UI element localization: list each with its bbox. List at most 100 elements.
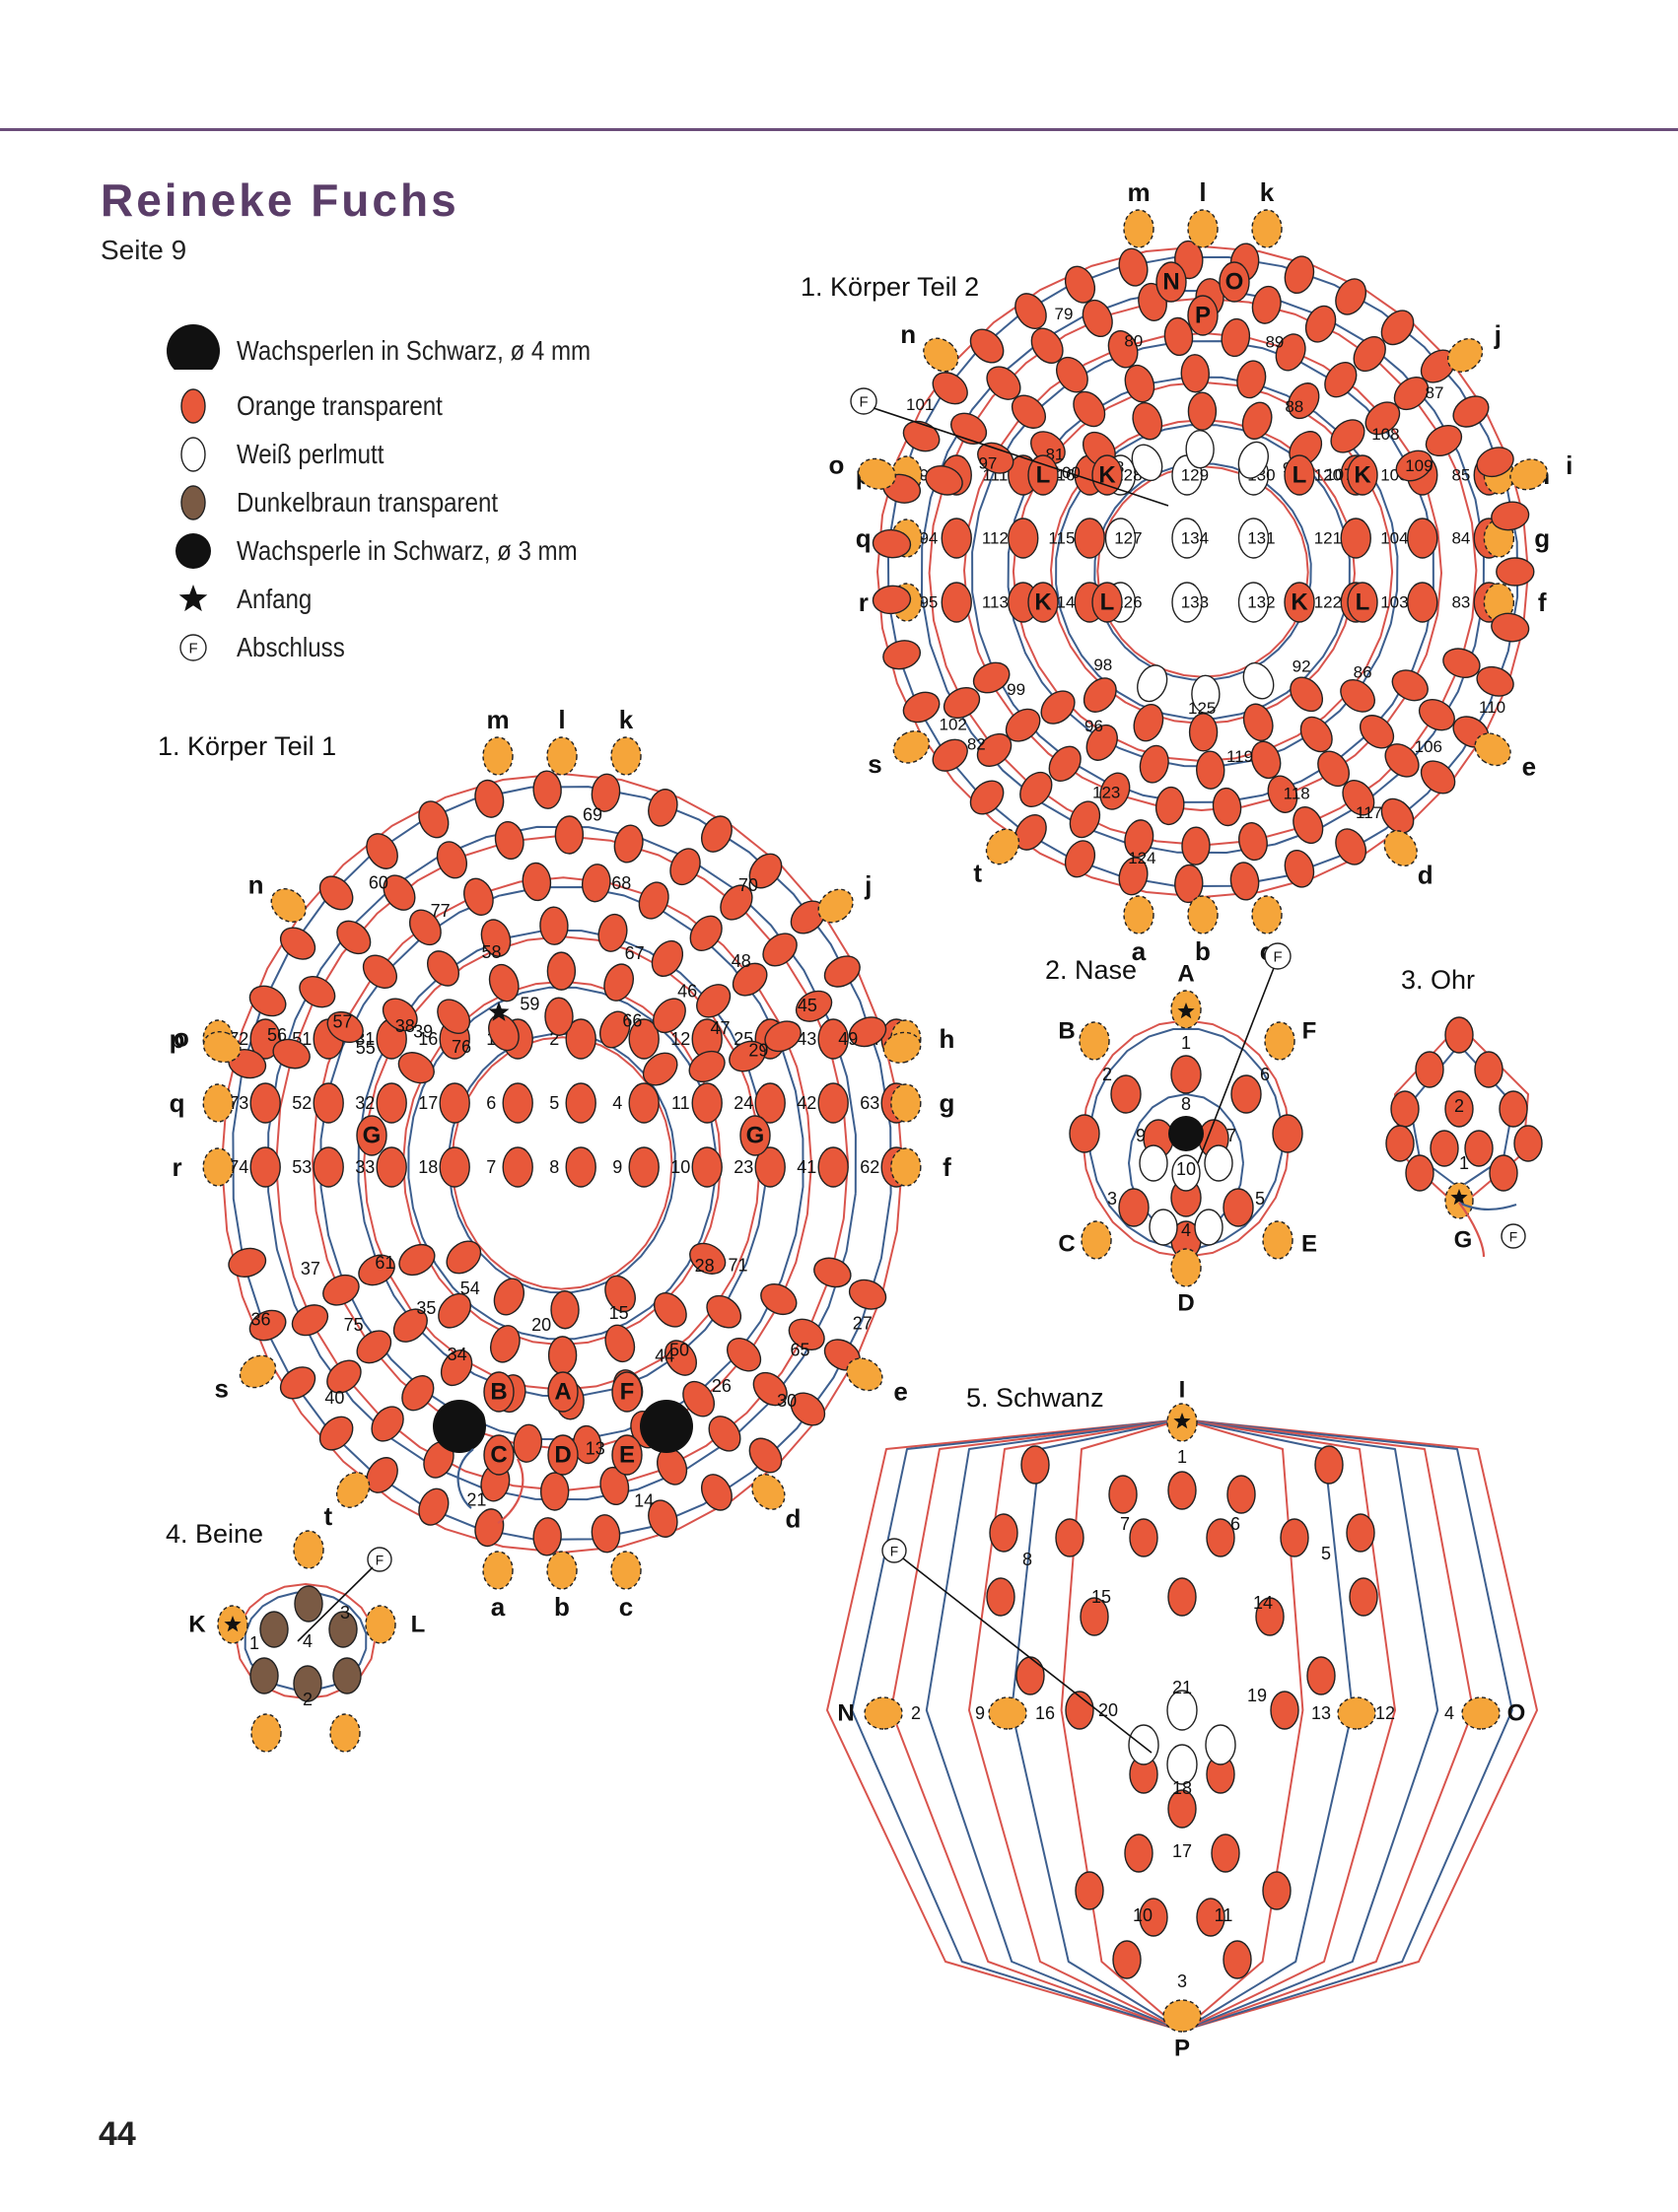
orange-bead bbox=[474, 779, 505, 818]
edge-letter: a bbox=[491, 1592, 506, 1622]
edge-letter: t bbox=[323, 1501, 332, 1531]
bead-number: 9 bbox=[1136, 1126, 1146, 1145]
bead-number: 112 bbox=[982, 529, 1009, 548]
orange-bead bbox=[1118, 1188, 1150, 1227]
orange-bead bbox=[689, 1242, 727, 1275]
orange-bead bbox=[591, 773, 621, 812]
star-icon bbox=[178, 585, 208, 612]
orange-bead bbox=[318, 875, 354, 911]
orange-bead bbox=[356, 1330, 392, 1364]
light-bead bbox=[1187, 895, 1219, 934]
orange-bead bbox=[1385, 1125, 1415, 1162]
edge-letter: h bbox=[939, 1024, 954, 1054]
bead-number: 3 bbox=[340, 1603, 350, 1623]
edge-letter: q bbox=[170, 1088, 185, 1118]
orange-bead bbox=[1083, 677, 1117, 713]
orange-bead bbox=[1188, 713, 1219, 752]
orange-bead bbox=[438, 1292, 472, 1329]
orange-bead bbox=[483, 1434, 515, 1476]
finish-circle bbox=[881, 1538, 907, 1563]
orange-bead bbox=[754, 1082, 786, 1124]
bead-number: 14 bbox=[1253, 1593, 1273, 1613]
white-bead bbox=[1237, 441, 1269, 479]
legend-label: Abschluss bbox=[237, 632, 345, 662]
section-title-schwanz: 5. Schwanz bbox=[966, 1383, 1104, 1413]
edge-letter: k bbox=[619, 705, 634, 734]
finish-marker-icon: F bbox=[1501, 1223, 1526, 1249]
bead-number: 123 bbox=[1092, 783, 1120, 801]
bead-number: 79 bbox=[1055, 305, 1074, 323]
bead-number: 124 bbox=[1128, 849, 1155, 867]
orange-bead bbox=[872, 528, 912, 559]
orange-bead bbox=[1107, 330, 1139, 369]
orange-bead bbox=[291, 1304, 329, 1337]
section-title-koerper2: 1. Körper Teil 2 bbox=[801, 272, 979, 302]
bead-number: 104 bbox=[1380, 529, 1408, 548]
orange-bead bbox=[628, 1018, 660, 1060]
bead-number: 2 bbox=[549, 1029, 559, 1049]
orange-bead bbox=[1476, 447, 1514, 478]
orange-bead bbox=[1132, 402, 1163, 441]
finish-marker-icon: F bbox=[179, 634, 207, 661]
bead-number: 119 bbox=[1226, 747, 1253, 766]
bead-letter: K bbox=[1098, 462, 1116, 489]
bead-number: 4 bbox=[1444, 1703, 1454, 1723]
edge-letter: q bbox=[856, 523, 872, 553]
white-bead bbox=[1194, 1209, 1224, 1246]
legend-label: Wachsperlen in Schwarz, ø 4 mm bbox=[237, 335, 592, 366]
orange-bead bbox=[1170, 1055, 1202, 1094]
orange-bead bbox=[628, 1082, 660, 1124]
orange-bead bbox=[1251, 285, 1282, 324]
bead-number: 63 bbox=[860, 1093, 879, 1113]
orange-bead bbox=[483, 1371, 515, 1413]
orange-bead bbox=[1349, 1577, 1378, 1617]
edge-letter: I bbox=[1179, 1377, 1186, 1404]
orange-bead bbox=[1452, 395, 1490, 428]
orange-bead bbox=[1027, 454, 1059, 496]
edge-letter: l bbox=[1199, 177, 1206, 207]
bead-number: 11 bbox=[671, 1093, 690, 1113]
light-bead bbox=[1383, 830, 1418, 867]
edge-letter: d bbox=[785, 1503, 801, 1533]
bead-number: 44 bbox=[655, 1347, 674, 1366]
light-bead bbox=[923, 337, 959, 373]
bead-number: 103 bbox=[1380, 593, 1408, 612]
orange-bead bbox=[371, 1406, 404, 1442]
orange-bead bbox=[1499, 1090, 1528, 1128]
orange-bead bbox=[902, 691, 941, 724]
bead-number: 102 bbox=[940, 716, 967, 734]
light-bead bbox=[1162, 1999, 1202, 2033]
bead-number: 26 bbox=[712, 1376, 732, 1396]
orange-bead bbox=[1330, 419, 1365, 453]
edge-letter: p bbox=[170, 1024, 185, 1054]
bead-letter: L bbox=[1356, 589, 1370, 616]
orange-bead bbox=[436, 841, 467, 879]
light-bead bbox=[293, 1530, 324, 1569]
orange-bead bbox=[550, 1290, 580, 1330]
legend-item: Weiß perlmutt bbox=[158, 431, 670, 479]
orange-bead bbox=[1124, 819, 1154, 859]
bead-number: 36 bbox=[250, 1310, 270, 1330]
orange-bead bbox=[591, 1514, 621, 1554]
orange-bead bbox=[437, 999, 471, 1034]
orange-bead bbox=[1496, 557, 1535, 587]
edge-letter: e bbox=[1522, 752, 1536, 782]
edge-letter: i bbox=[1566, 450, 1573, 480]
finish-letter: F bbox=[188, 641, 197, 657]
light-bead bbox=[1262, 1220, 1293, 1260]
light-bead bbox=[890, 1147, 922, 1187]
orange-bead bbox=[1442, 648, 1481, 678]
bead-number: 12 bbox=[1375, 1703, 1395, 1723]
orange-bead bbox=[788, 1318, 825, 1350]
light-bead bbox=[892, 729, 931, 764]
edge-letter: n bbox=[900, 319, 916, 349]
orange-bead bbox=[1040, 690, 1076, 725]
orange-bead bbox=[474, 1508, 505, 1548]
section-title-koerper1: 1. Körper Teil 1 bbox=[158, 731, 336, 761]
light-bead bbox=[1509, 458, 1548, 491]
orange-bead bbox=[986, 1577, 1015, 1617]
orange-bead bbox=[648, 1499, 678, 1538]
bead-number: 46 bbox=[677, 981, 697, 1001]
light-bead bbox=[250, 1713, 282, 1753]
white-bead bbox=[1128, 1724, 1159, 1765]
